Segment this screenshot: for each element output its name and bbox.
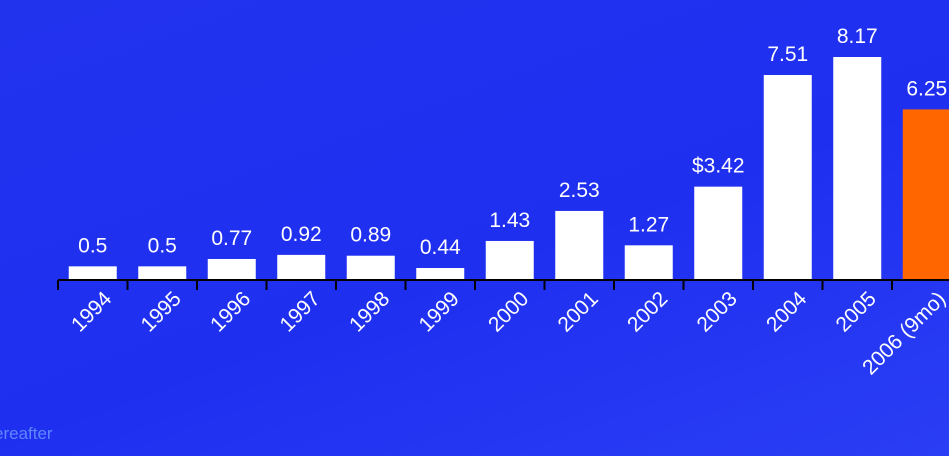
x-tick-label: 2005 — [831, 287, 880, 336]
bar-2001 — [555, 210, 604, 280]
bar-2004 — [763, 75, 812, 281]
x-tick-label: 1998 — [345, 287, 394, 336]
value-label: 0.92 — [281, 223, 322, 246]
bar-1994 — [68, 266, 117, 280]
value-label: 1.43 — [489, 209, 530, 232]
x-tick-label: 1994 — [67, 287, 117, 337]
value-label: 0.5 — [78, 234, 107, 257]
bar-1995 — [138, 266, 187, 280]
x-tick-label: 1999 — [414, 287, 463, 336]
x-tick-label: 2004 — [762, 287, 812, 337]
value-label: 8.17 — [837, 25, 878, 48]
x-tick-label: 2000 — [484, 287, 533, 336]
bar-2003 — [694, 186, 743, 280]
x-tick-label: 2001 — [553, 287, 602, 336]
value-label: 0.89 — [350, 224, 391, 247]
x-tick-label: 1997 — [275, 287, 324, 336]
bar-1998 — [346, 255, 395, 280]
bar-2006-9mo- — [902, 109, 949, 280]
bar-1997 — [277, 254, 326, 280]
value-label: 0.77 — [211, 227, 252, 250]
bar-2000 — [485, 240, 534, 280]
bar-2002 — [624, 245, 673, 280]
bar-1999 — [416, 267, 465, 280]
x-tick-label: 1995 — [136, 287, 185, 336]
value-label: 1.27 — [628, 213, 669, 236]
x-tick-label: 2002 — [623, 287, 672, 336]
bar-1996 — [207, 258, 256, 280]
footnote-text: ereafter — [0, 424, 53, 443]
value-label: 2.53 — [559, 179, 600, 202]
value-label: 0.44 — [420, 236, 461, 259]
x-tick-label: 1996 — [206, 287, 255, 336]
value-label: 6.25 — [906, 77, 947, 100]
bar-2005 — [833, 57, 882, 280]
value-label: 7.51 — [767, 43, 808, 66]
x-tick-label: 2003 — [692, 287, 741, 336]
value-label: $3.42 — [692, 155, 745, 178]
value-label: 0.5 — [148, 234, 177, 257]
